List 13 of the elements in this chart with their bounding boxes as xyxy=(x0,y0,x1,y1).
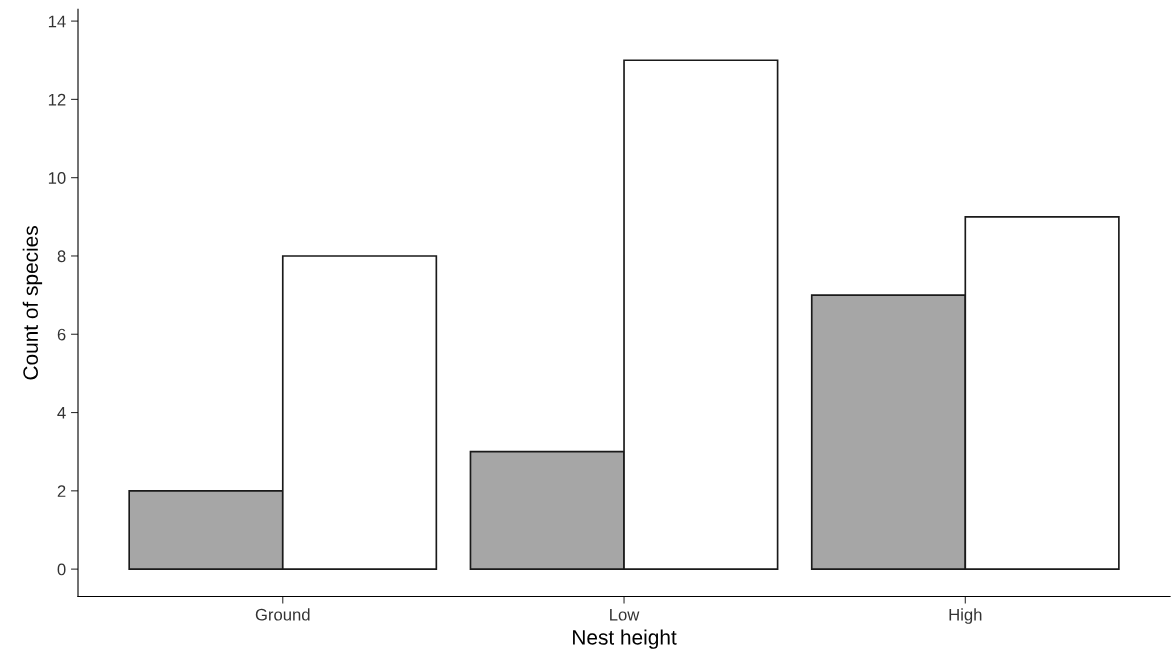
y-tick-label: 14 xyxy=(48,15,66,28)
y-tick-label: 8 xyxy=(57,250,66,263)
y-axis-title: Count of species xyxy=(22,226,43,380)
y-tick-label: 0 xyxy=(57,563,66,576)
x-tick-label: Low xyxy=(610,608,640,621)
x-tick-label: Ground xyxy=(255,608,310,621)
x-tick-label: High xyxy=(949,608,982,624)
y-tick-label: 4 xyxy=(57,407,66,419)
y-tick-label: 12 xyxy=(48,93,66,106)
y-tick-label: 6 xyxy=(57,328,66,341)
y-tick-label: 2 xyxy=(57,485,66,497)
y-tick-label: 10 xyxy=(48,172,66,184)
x-axis-title: Nest height xyxy=(573,629,677,649)
